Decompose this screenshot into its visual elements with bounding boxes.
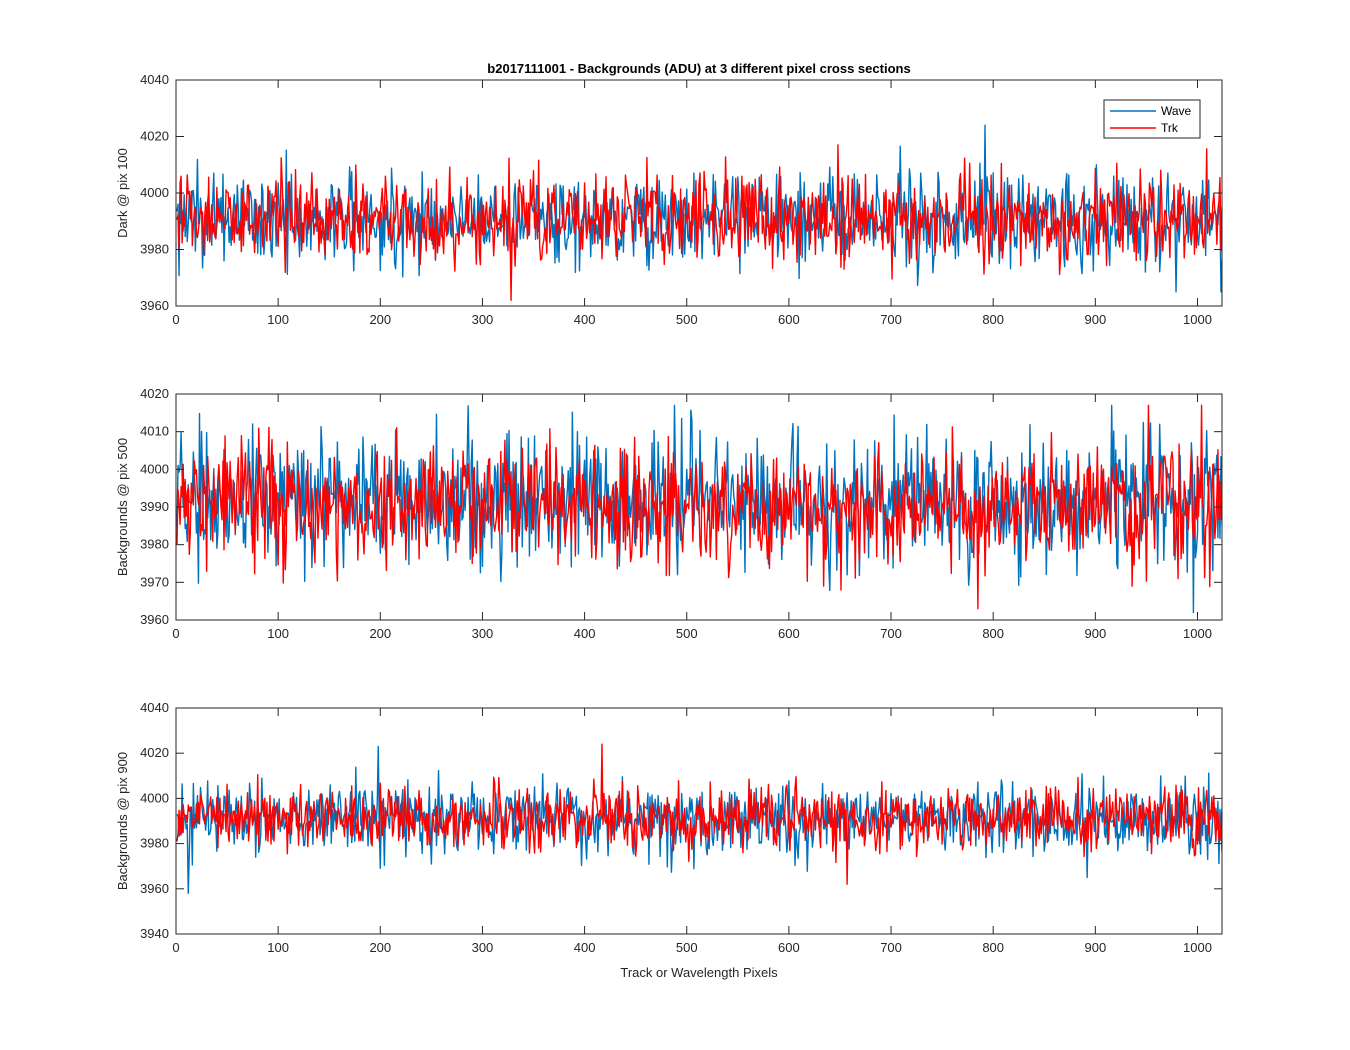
y-tick-label: 4000 xyxy=(140,185,169,200)
subplot-1: 0 100 200 300 400 500 600 700 800 900 1000 3960 3980… xyxy=(115,72,1223,327)
y-tick-label: 4010 xyxy=(140,424,169,439)
y-tick-label: 3980 xyxy=(140,836,169,851)
chart-title: b2017111001 - Backgrounds (ADU) at 3 dif… xyxy=(487,61,910,76)
series-line-trk xyxy=(176,144,1222,302)
x-tick-label: 1000 xyxy=(1183,626,1212,641)
subplot-2: 0 100 200 300 400 500 600 700 800 900 1000 3960 3970… xyxy=(115,386,1223,641)
series-group xyxy=(176,404,1222,614)
y-tick-label: 4040 xyxy=(140,700,169,715)
legend-label-wave: Wave xyxy=(1161,104,1192,118)
y-tick-label: 4020 xyxy=(140,386,169,401)
y-tick-label: 4020 xyxy=(140,129,169,144)
y-tick-label: 3940 xyxy=(140,926,169,941)
y-tick-label: 3960 xyxy=(140,298,169,313)
y-tick-label: 3980 xyxy=(140,242,169,257)
x-tick-label: 1000 xyxy=(1183,312,1212,327)
x-tick-label: 700 xyxy=(880,312,902,327)
x-tick-label: 900 xyxy=(1084,626,1106,641)
x-tick-label: 1000 xyxy=(1183,940,1212,955)
y-tick-label: 4000 xyxy=(140,790,169,805)
x-tick-label: 600 xyxy=(778,940,800,955)
series-line-trk xyxy=(176,404,1222,610)
x-tick-label: 700 xyxy=(880,940,902,955)
x-tick-label: 300 xyxy=(472,940,494,955)
x-tick-label: 100 xyxy=(267,312,289,327)
subplots-layer: 0 100 200 300 400 500 600 700 800 900 100039603980… xyxy=(115,72,1223,955)
legend: Wave Trk xyxy=(1103,99,1201,139)
x-tick-label: 800 xyxy=(982,626,1004,641)
x-tick-label: 400 xyxy=(574,312,596,327)
y-tick-label: 3970 xyxy=(140,574,169,589)
x-tick-label: 100 xyxy=(267,940,289,955)
x-tick-label: 300 xyxy=(472,312,494,327)
y-axis-label: Backgrounds @ pix 900 xyxy=(115,752,130,890)
y-tick-label: 4020 xyxy=(140,745,169,760)
y-axis-label: Backgrounds @ pix 500 xyxy=(115,438,130,576)
x-tick-label: 600 xyxy=(778,626,800,641)
x-tick-label: 900 xyxy=(1084,940,1106,955)
x-tick-label: 600 xyxy=(778,312,800,327)
x-tick-label: 800 xyxy=(982,312,1004,327)
series-line-trk xyxy=(176,743,1222,885)
y-tick-label: 3980 xyxy=(140,537,169,552)
x-tick-label: 500 xyxy=(676,626,698,641)
x-tick-label: 0 xyxy=(172,312,179,327)
series-line-wave xyxy=(176,124,1222,293)
y-tick-label: 3990 xyxy=(140,499,169,514)
x-tick-label: 100 xyxy=(267,626,289,641)
x-tick-label: 400 xyxy=(574,940,596,955)
x-tick-label: 200 xyxy=(369,312,391,327)
y-tick-label: 4000 xyxy=(140,461,169,476)
x-tick-label: 900 xyxy=(1084,312,1106,327)
x-tick-label: 200 xyxy=(369,626,391,641)
x-tick-label: 0 xyxy=(172,940,179,955)
y-axis-label: Dark @ pix 100 xyxy=(115,148,130,238)
x-tick-label: 200 xyxy=(369,940,391,955)
x-tick-label: 500 xyxy=(676,312,698,327)
legend-box xyxy=(1103,99,1201,139)
x-tick-label: 400 xyxy=(574,626,596,641)
x-axis-label: Track or Wavelength Pixels xyxy=(620,965,778,980)
x-tick-label: 700 xyxy=(880,626,902,641)
subplot-3: 0 100 200 300 400 500 600 700 800 900 1000 3940 3960… xyxy=(115,700,1223,955)
series-group xyxy=(176,743,1222,895)
y-tick-label: 4040 xyxy=(140,72,169,87)
x-tick-label: 500 xyxy=(676,940,698,955)
y-tick-label: 3960 xyxy=(140,612,169,627)
x-tick-label: 300 xyxy=(472,626,494,641)
series-group xyxy=(176,124,1222,302)
axes-box xyxy=(175,707,1223,935)
x-tick-label: 0 xyxy=(172,626,179,641)
x-tick-label: 800 xyxy=(982,940,1004,955)
legend-label-trk: Trk xyxy=(1161,121,1179,135)
y-tick-label: 3960 xyxy=(140,881,169,896)
